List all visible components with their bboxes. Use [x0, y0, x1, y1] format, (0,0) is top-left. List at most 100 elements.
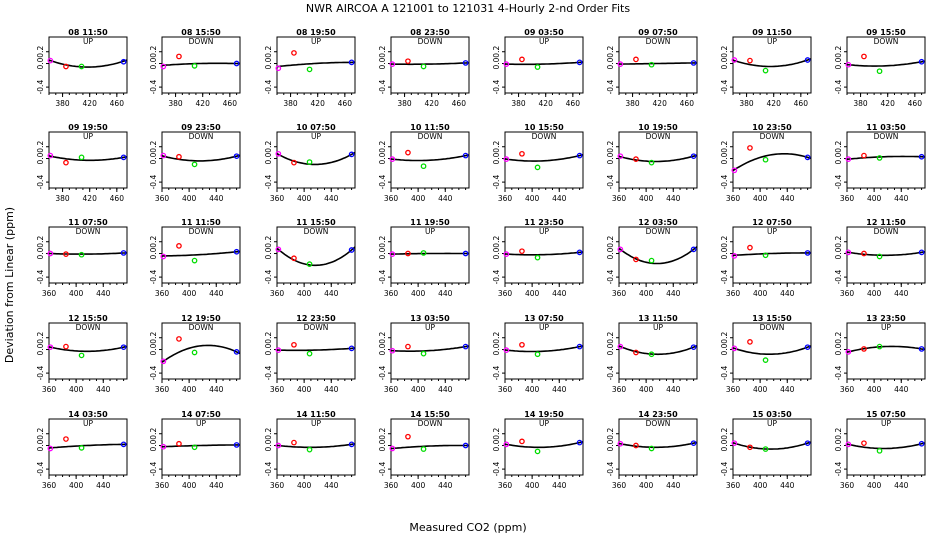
x-tick-label: 360: [384, 481, 399, 490]
y-tick-label: -0.4: [492, 462, 501, 477]
fit-curve: [162, 250, 241, 257]
data-point: [534, 448, 541, 455]
x-tick-label: 440: [666, 194, 681, 203]
data-point: [291, 255, 297, 262]
data-point: [462, 442, 469, 449]
data-point: [762, 252, 769, 259]
y-tick-label: 0.2: [606, 46, 615, 58]
y-tick-label: -0.4: [606, 270, 615, 285]
data-point: [519, 56, 525, 63]
y-tick-label: -0.4: [264, 462, 273, 477]
y-tick-label: -0.4: [149, 366, 158, 381]
data-point: [176, 153, 182, 160]
panel-frame: [390, 131, 470, 189]
x-tick-label: 460: [110, 194, 125, 203]
data-point: [389, 347, 396, 354]
data-point: [63, 251, 69, 257]
x-tick-label: 420: [539, 99, 554, 108]
y-tick-label: 0.0: [264, 152, 273, 164]
y-tick-label: 0.0: [834, 57, 843, 69]
y-tick-label: 0.2: [378, 428, 387, 440]
data-point: [503, 156, 510, 162]
y-tick-label: -0.4: [834, 462, 843, 477]
y-tick-label: 0.0: [36, 152, 45, 164]
y-tick-label: 0.0: [36, 247, 45, 259]
x-tick-label: 460: [680, 99, 695, 108]
fit-curve: [846, 60, 926, 67]
y-tick-label: 0.2: [149, 428, 158, 440]
data-point: [690, 246, 697, 253]
x-tick-label: 360: [726, 194, 741, 203]
x-tick-label: 400: [639, 385, 654, 394]
panel-direction: DOWN: [874, 37, 899, 46]
y-tick-label: 0.2: [606, 428, 615, 440]
panel-frame: [732, 322, 812, 380]
x-tick-label: 400: [753, 385, 768, 394]
x-tick-label: 440: [552, 385, 567, 394]
panel-frame: [276, 131, 356, 189]
y-tick-label: -0.4: [720, 175, 729, 190]
x-tick-label: 400: [69, 481, 84, 490]
x-tick-label: 420: [425, 99, 440, 108]
data-point: [291, 50, 297, 56]
y-tick-label: -0.4: [149, 80, 158, 95]
panel-frame: [161, 131, 241, 189]
x-tick-label: 440: [552, 194, 567, 203]
data-point: [503, 61, 510, 67]
panel-frame: [846, 322, 926, 380]
data-point: [576, 59, 583, 66]
panel-direction: DOWN: [189, 37, 214, 46]
data-point: [63, 159, 69, 166]
fit-curve: [276, 61, 355, 68]
panel-frame: [618, 226, 698, 284]
data-point: [63, 343, 69, 350]
data-point: [348, 151, 355, 158]
data-point: [420, 63, 427, 70]
panel-title: 08 15:50: [181, 28, 221, 37]
data-point: [648, 61, 655, 68]
fit-curve: [504, 345, 584, 353]
x-tick-label: 360: [384, 194, 399, 203]
y-tick-label: 0.2: [264, 141, 273, 153]
data-point: [617, 61, 624, 67]
fit-curve: [732, 441, 812, 450]
data-point: [804, 344, 811, 351]
fit-curve: [732, 252, 811, 257]
panel-frame: [48, 36, 128, 94]
panel-frame: [732, 131, 812, 189]
data-point: [648, 159, 655, 166]
y-tick-label: 0.0: [720, 439, 729, 451]
panel-title: 12 11:50: [866, 218, 906, 227]
data-point: [731, 253, 738, 259]
x-tick-label: 400: [525, 289, 540, 298]
y-tick-label: -0.4: [492, 175, 501, 190]
x-tick-label: 360: [42, 481, 57, 490]
y-tick-label: -0.4: [720, 270, 729, 285]
fit-curve: [48, 443, 127, 449]
y-tick-label: 0.2: [264, 428, 273, 440]
data-point: [405, 149, 411, 156]
panel-title: 13 23:50: [866, 314, 906, 323]
data-point: [420, 163, 427, 170]
x-tick-label: 440: [894, 481, 909, 490]
y-tick-label: -0.4: [36, 175, 45, 190]
x-tick-label: 400: [867, 481, 882, 490]
panel-title: 14 19:50: [524, 410, 564, 419]
y-tick-label: -0.4: [834, 270, 843, 285]
y-tick-label: -0.4: [606, 462, 615, 477]
panel-direction: DOWN: [304, 227, 329, 236]
data-point: [731, 440, 738, 447]
data-point: [120, 441, 127, 448]
x-tick-label: 360: [840, 194, 855, 203]
y-tick-label: 0.0: [378, 247, 387, 259]
panel-direction: DOWN: [760, 132, 785, 141]
y-tick-label: -0.4: [264, 175, 273, 190]
data-point: [78, 445, 85, 451]
